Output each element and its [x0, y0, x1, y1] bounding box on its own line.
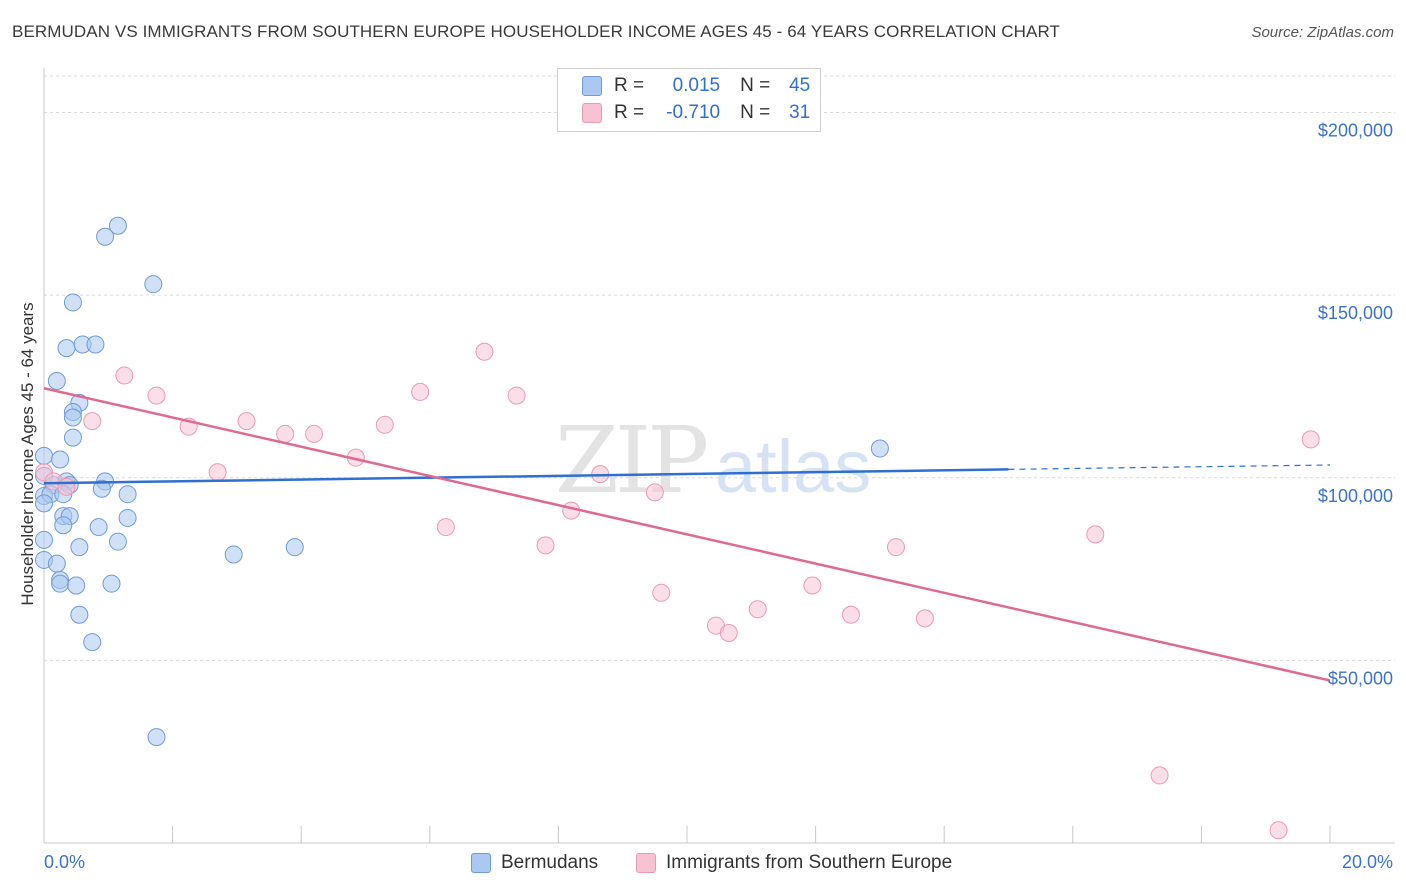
blue-swatch	[471, 853, 491, 873]
bermudan-trend-line	[43, 468, 1009, 485]
immigrant-point	[436, 518, 455, 537]
legend-label-immigrants: Immigrants from Southern Europe	[666, 852, 953, 873]
immigrant-point	[1301, 430, 1320, 449]
source-credit: Source: ZipAtlas.com	[1251, 24, 1394, 41]
bermudan-point	[63, 428, 82, 447]
bermudan-point	[870, 439, 889, 458]
bermudan-point	[54, 516, 73, 535]
series-legend: Bermudans Immigrants from Southern Europ…	[0, 852, 1406, 878]
bermudan-point	[89, 518, 108, 537]
immigrant-point	[886, 538, 905, 557]
bermudan-point	[108, 532, 127, 551]
bermudan-point	[147, 728, 166, 747]
immigrant-point	[147, 386, 166, 405]
bermudan-point	[83, 633, 102, 652]
immigrant-point	[83, 412, 102, 431]
bermudan-point	[35, 494, 53, 513]
immigrant-point	[1150, 766, 1169, 785]
immigrant-point	[915, 609, 934, 628]
legend-row-immigrants: R = -0.710 N = 31	[582, 101, 810, 125]
r-label: R =	[614, 75, 645, 96]
r-value: -0.710	[666, 102, 721, 123]
n-label: N =	[740, 102, 771, 123]
watermark-zip: ZIP	[555, 407, 706, 514]
n-value: 31	[789, 102, 811, 123]
y-tick-label: $200,000	[1318, 121, 1393, 141]
immigrant-point	[1086, 525, 1105, 544]
bermudan-point	[47, 554, 66, 573]
x-axis-max-label: 20.0%	[1341, 852, 1393, 872]
bermudan-point	[285, 538, 304, 557]
y-tick-label: $100,000	[1318, 486, 1393, 506]
r-value: 0.015	[672, 75, 721, 96]
watermark-atlas: atlas	[715, 425, 871, 508]
bermudan-point	[118, 508, 137, 527]
immigrant-point	[375, 415, 394, 434]
immigrant-point	[719, 623, 738, 642]
bermudan-point	[96, 227, 115, 246]
bermudan-point	[47, 371, 66, 390]
immigrant-point	[803, 576, 822, 595]
x-axis-min-label: 0.0%	[44, 852, 86, 872]
immigrant-point	[305, 424, 324, 443]
immigrant-point	[507, 386, 526, 405]
blue-swatch	[582, 76, 602, 96]
pink-swatch	[582, 103, 602, 123]
pink-swatch	[636, 853, 656, 873]
bermudan-point	[70, 605, 89, 624]
immigrant-point	[536, 536, 555, 555]
bermudan-point	[35, 530, 53, 549]
immigrant-point	[841, 605, 860, 624]
immigrant-point	[237, 412, 256, 431]
correlation-legend: R = 0.015 N = 45 R = -0.710 N = 31	[557, 68, 821, 132]
immigrant-point	[475, 342, 494, 361]
legend-label-bermudans: Bermudans	[501, 852, 599, 873]
bermudan-point	[108, 216, 127, 235]
immigrant-point	[645, 483, 664, 502]
legend-item-immigrants: Immigrants from Southern Europe	[636, 852, 952, 874]
y-tick-label: $150,000	[1318, 303, 1393, 323]
immigrant-point	[208, 463, 227, 482]
n-label: N =	[740, 75, 771, 96]
legend-item-bermudans: Bermudans	[471, 852, 598, 874]
bermudan-point	[144, 275, 163, 294]
immigrant-point	[652, 583, 671, 602]
immigrant-trend-line	[43, 387, 1331, 682]
bermudan-point	[51, 574, 70, 593]
immigrant-point	[57, 477, 76, 496]
bermudan-point	[35, 446, 53, 465]
bermudan-point	[51, 450, 70, 469]
chart-title: BERMUDAN VS IMMIGRANTS FROM SOUTHERN EUR…	[12, 22, 1061, 41]
bermudan-point	[102, 574, 121, 593]
immigrant-point	[276, 424, 295, 443]
r-label: R =	[614, 102, 645, 123]
immigrant-point	[1269, 821, 1288, 840]
bermudan-point	[67, 576, 86, 595]
immigrant-point	[115, 366, 134, 385]
bermudan-trend-extension	[1008, 464, 1331, 470]
legend-row-bermudans: R = 0.015 N = 45	[582, 74, 810, 98]
immigrant-point	[748, 600, 767, 619]
n-value: 45	[789, 75, 811, 96]
bermudan-point	[63, 293, 82, 312]
bermudan-point	[70, 538, 89, 557]
bermudan-point	[118, 485, 137, 504]
bermudan-point	[92, 479, 111, 498]
bermudan-point	[86, 335, 105, 354]
bermudan-point	[57, 339, 76, 358]
immigrant-point	[411, 382, 430, 401]
bermudan-point	[224, 545, 243, 564]
bermudan-point	[63, 408, 82, 427]
y-tick-label: $50,000	[1328, 668, 1393, 688]
